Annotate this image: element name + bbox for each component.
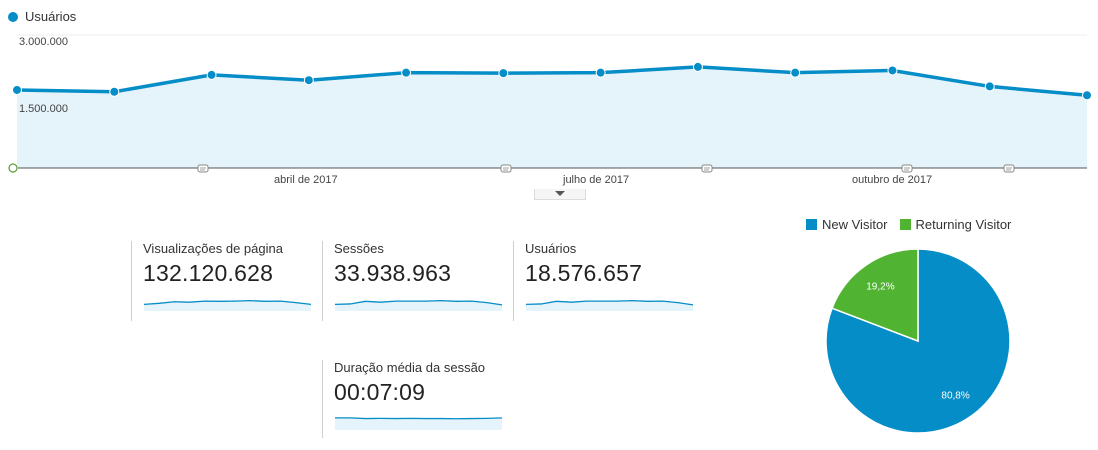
metric-sparkline	[335, 417, 503, 430]
annotation-markers	[8, 163, 1015, 173]
metric-users[interactable]: Usuários 18.576.657	[513, 241, 695, 321]
data-point[interactable]	[109, 86, 120, 97]
annotation-start-icon[interactable]	[8, 163, 18, 173]
comment-icon[interactable]	[901, 164, 913, 173]
legend-dot-icon	[8, 11, 18, 22]
metric-sparkline	[334, 300, 503, 311]
data-point[interactable]	[1082, 90, 1092, 101]
data-point[interactable]	[887, 65, 898, 76]
data-point[interactable]	[595, 67, 606, 78]
comment-icon[interactable]	[1003, 164, 1015, 173]
metric-value: 00:07:09	[334, 379, 426, 405]
sparkline-area	[144, 300, 311, 311]
metric-value: 33.938.963	[334, 260, 452, 286]
metric-label: Visualizações de página	[143, 241, 283, 256]
x-tick-abril: abril de 2017	[274, 174, 338, 186]
data-point[interactable]	[790, 67, 801, 78]
pie-slice-returning-visitor[interactable]	[831, 248, 919, 343]
data-point[interactable]	[401, 67, 412, 78]
visitor-type-pie-chart[interactable]: 80,8% 19,2%	[820, 244, 1020, 444]
metric-label: Duração média da sessão	[334, 360, 486, 375]
legend-label: Returning Visitor	[915, 217, 1012, 232]
metric-sparkline	[525, 300, 694, 311]
x-tick-outubro: outubro de 2017	[852, 174, 933, 186]
users-points	[12, 61, 1092, 101]
metric-label: Sessões	[334, 241, 384, 256]
users-area	[17, 66, 1087, 168]
comment-icon[interactable]	[197, 164, 209, 173]
sparkline-area	[335, 300, 502, 311]
comment-icon[interactable]	[500, 164, 512, 173]
metric-sparkline	[143, 300, 312, 311]
pie-slice-label: 19,2%	[866, 281, 894, 292]
y-tick-1500000: 1.500.000	[19, 103, 68, 115]
users-line-chart[interactable]	[0, 0, 1098, 200]
metric-pageviews[interactable]: Visualizações de página 132.120.628	[131, 241, 313, 321]
pie-legend: New Visitor Returning Visitor	[806, 217, 1023, 232]
legend-label: Usuários	[25, 9, 77, 24]
legend-item-new-visitor[interactable]: New Visitor	[806, 217, 888, 232]
legend-swatch-icon	[899, 219, 911, 230]
legend-label: New Visitor	[822, 217, 888, 232]
data-point[interactable]	[984, 81, 995, 92]
pie-slice-label: 80,8%	[941, 391, 969, 402]
legend-item-returning-visitor[interactable]: Returning Visitor	[899, 217, 1012, 232]
sparkline-line	[334, 300, 503, 306]
sparkline-line	[143, 300, 312, 306]
metric-avg-session-duration[interactable]: Duração média da sessão 00:07:09	[322, 360, 504, 438]
x-tick-julho: julho de 2017	[563, 174, 630, 186]
chart-collapse-handle[interactable]	[534, 189, 586, 200]
chevron-down-icon	[555, 191, 565, 196]
data-point[interactable]	[498, 68, 509, 79]
data-point[interactable]	[303, 75, 314, 86]
pie-slice-new-visitor[interactable]	[825, 248, 1011, 434]
legend-swatch-icon	[806, 219, 817, 230]
comment-icon[interactable]	[701, 164, 713, 173]
metric-label: Usuários	[525, 241, 577, 256]
sparkline-line	[525, 300, 694, 306]
metric-value: 132.120.628	[143, 260, 274, 286]
users-line	[16, 65, 1088, 98]
sparkline-area	[526, 300, 693, 311]
y-tick-3000000: 3.000.000	[19, 36, 68, 48]
data-point[interactable]	[692, 61, 703, 72]
metric-value: 18.576.657	[525, 260, 643, 286]
main-chart-legend[interactable]: Usuários	[8, 9, 76, 24]
metric-sessions[interactable]: Sessões 33.938.963	[322, 241, 504, 321]
sparkline-line	[335, 417, 503, 420]
data-point[interactable]	[12, 84, 22, 95]
data-point[interactable]	[206, 69, 217, 80]
sparkline-area	[335, 417, 502, 430]
